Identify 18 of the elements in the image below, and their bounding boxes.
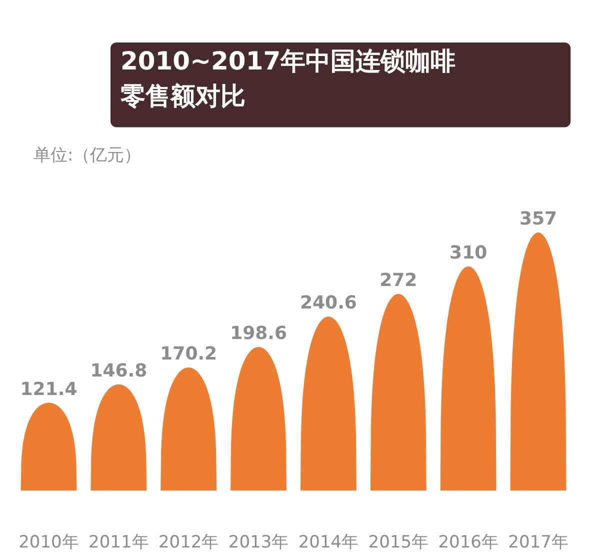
chart-title: 2010~2017年中国连锁咖啡零售额对比 — [120, 46, 456, 110]
x-tick-label: 2013年 — [228, 532, 289, 552]
x-tick-label: 2014年 — [298, 532, 359, 552]
x-tick-label: 2015年 — [368, 532, 429, 552]
data-label: 357 — [519, 208, 558, 230]
data-label: 240.6 — [300, 292, 357, 314]
data-label: 272 — [380, 270, 418, 291]
data-label: 170.2 — [160, 344, 218, 365]
x-tick-label: 2010年 — [18, 532, 79, 552]
x-tick-label: 2011年 — [88, 532, 149, 552]
text: 单位:（亿元） — [34, 146, 142, 166]
x-tick-label: 2017年 — [508, 532, 568, 552]
data-label: 198.6 — [230, 322, 288, 344]
data-label: 146.8 — [90, 360, 148, 382]
x-tick-label: 2012年 — [158, 532, 219, 552]
data-label: 121.4 — [20, 378, 78, 400]
data-label: 310 — [450, 242, 488, 264]
x-tick-label: 2016年 — [438, 532, 498, 552]
